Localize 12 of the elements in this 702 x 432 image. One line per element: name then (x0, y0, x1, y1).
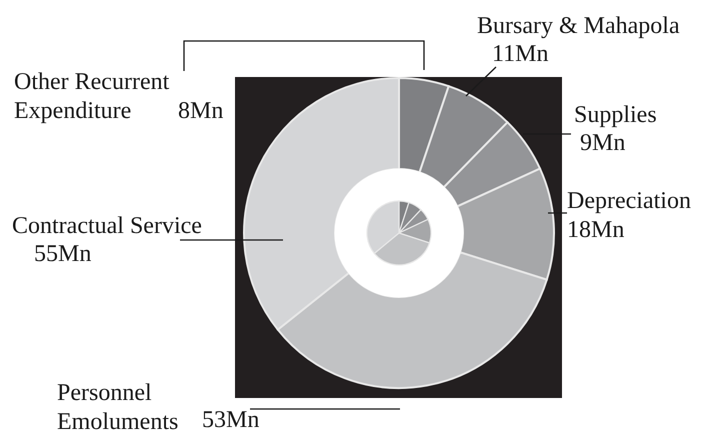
data-label: 55Mn (34, 241, 92, 267)
slice-label: Depreciation (567, 188, 691, 214)
slice-label: Contractual Service (12, 213, 202, 239)
data-label: 9Mn (580, 130, 626, 156)
slice-label: Other Recurrent Expenditure (14, 69, 170, 124)
data-label: 18Mn (567, 217, 624, 243)
slice-label: Personnel Emoluments (57, 380, 178, 432)
data-label: 11Mn (492, 41, 548, 67)
slice-label: Supplies (574, 102, 657, 128)
data-label: 8Mn (178, 98, 224, 124)
data-label: 53Mn (202, 407, 260, 432)
slice-label: Bursary & Mahapola (477, 13, 680, 39)
